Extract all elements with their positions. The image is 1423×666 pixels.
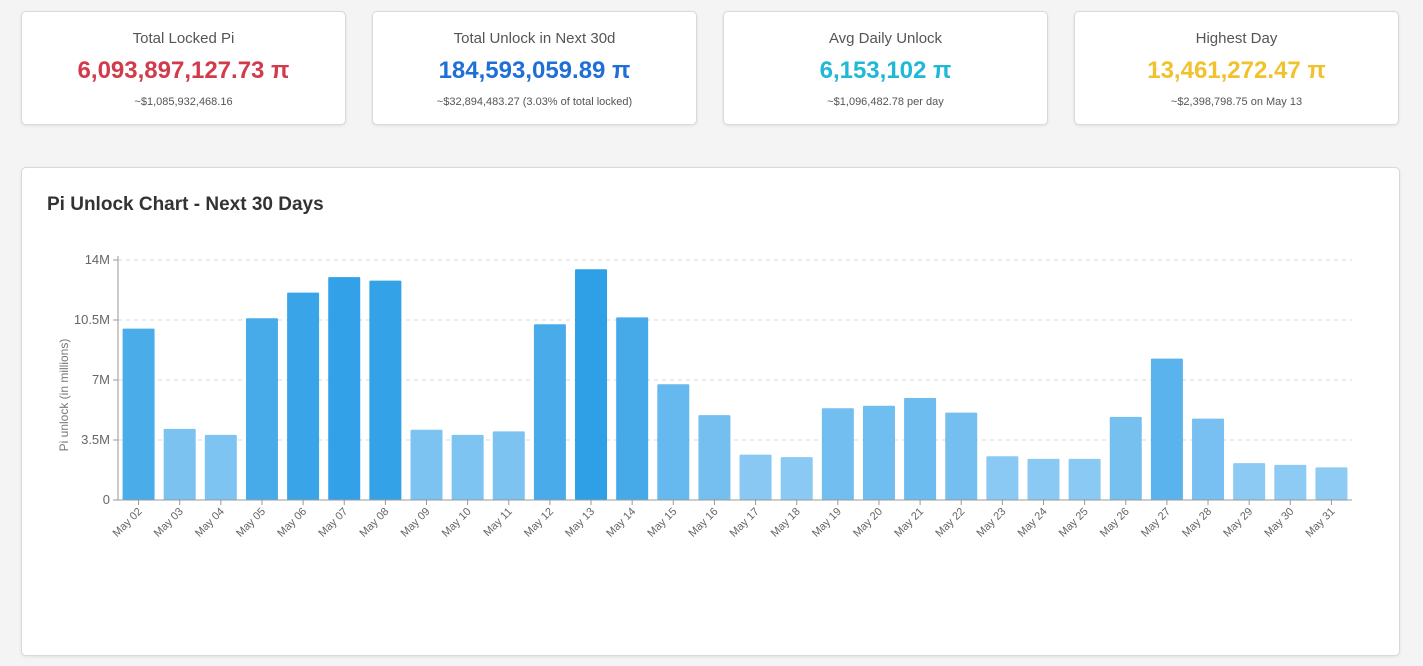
card-total-unlock-30d: Total Unlock in Next 30d 184,593,059.89 … (372, 11, 697, 125)
card-title: Total Unlock in Next 30d (453, 30, 616, 47)
bar-may-17 (739, 454, 772, 500)
x-tick-label: May 24 (1016, 506, 1050, 540)
card-avg-daily-unlock: Avg Daily Unlock 6,153,102 π ~$1,096,482… (723, 11, 1048, 125)
bar-may-04 (204, 434, 237, 500)
card-highest-day: Highest Day 13,461,272.47 π ~$2,398,798.… (1074, 11, 1399, 125)
bar-may-03 (163, 428, 196, 500)
bar-may-27 (1150, 358, 1183, 500)
y-tick-label: 0 (103, 492, 110, 507)
card-subtext: ~$2,398,798.75 on May 13 (1170, 96, 1303, 108)
bar-may-21 (904, 398, 937, 500)
bar-may-05 (245, 318, 278, 500)
bar-may-11 (492, 431, 525, 500)
x-tick-label: May 03 (152, 506, 186, 540)
unlock-bar-chart: 0 3.5M 7M 10.5M 14M Pi unlock (in millions) Ma… (57, 252, 1352, 540)
bar-may-07 (328, 277, 361, 500)
x-tick-label: May 25 (1057, 506, 1091, 540)
bar-may-16 (698, 415, 731, 500)
card-subtext: ~$1,096,482.78 per day (827, 96, 944, 108)
x-tick-label: May 31 (1304, 506, 1338, 540)
x-tick-label: May 26 (1098, 506, 1132, 540)
bar-may-28 (1192, 418, 1225, 500)
x-tick-label: May 29 (1221, 506, 1255, 540)
y-tick-label: 7M (92, 372, 110, 387)
card-value: 184,593,059.89 π (438, 57, 631, 84)
card-subtext: ~$32,894,483.27 (3.03% of total locked) (436, 96, 633, 108)
bar-may-12 (533, 324, 566, 500)
chart-title: Pi Unlock Chart - Next 30 Days (47, 194, 324, 215)
card-value: 13,461,272.47 π (1147, 57, 1326, 84)
x-tick-label: May 14 (604, 506, 638, 540)
card-title: Highest Day (1195, 30, 1278, 47)
bar-may-29 (1233, 463, 1266, 500)
bar-may-09 (410, 429, 443, 500)
x-tick-label: May 17 (728, 506, 762, 540)
x-tick-label: May 19 (810, 506, 844, 540)
y-tick-label: 14M (85, 252, 110, 267)
bar-may-02 (122, 328, 155, 500)
bar-may-10 (451, 434, 484, 500)
card-title: Total Locked Pi (132, 30, 235, 47)
x-tick-label: May 20 (851, 506, 885, 540)
bar-may-25 (1068, 458, 1101, 500)
x-tick-label: May 18 (769, 506, 803, 540)
bar-may-19 (821, 408, 854, 500)
x-tick-label: May 11 (481, 506, 514, 539)
x-tick-label: May 10 (440, 506, 474, 540)
bar-may-13 (575, 269, 608, 500)
x-tick-label: May 28 (1180, 506, 1214, 540)
bar-may-15 (657, 384, 690, 500)
bar-may-20 (862, 405, 895, 500)
y-tick-label: 10.5M (74, 312, 110, 327)
chart-panel: Pi Unlock Chart - Next 30 Days 0 3.5M 7M 10… (21, 167, 1400, 656)
y-tick-label: 3.5M (81, 432, 110, 447)
x-tick-label: May 05 (234, 506, 268, 540)
x-tick-label: May 07 (316, 506, 350, 540)
x-tick-label: May 13 (563, 506, 597, 540)
bar-may-14 (616, 317, 649, 500)
card-total-locked: Total Locked Pi 6,093,897,127.73 π ~$1,0… (21, 11, 346, 125)
summary-cards: Total Locked Pi 6,093,897,127.73 π ~$1,0… (21, 11, 1401, 127)
x-tick-label: May 15 (645, 506, 679, 540)
bar-may-23 (986, 456, 1019, 500)
card-value: 6,093,897,127.73 π (77, 57, 290, 84)
bar-may-22 (945, 412, 978, 500)
bar-may-08 (369, 280, 402, 500)
bar-may-24 (1027, 458, 1060, 500)
bar-may-06 (287, 292, 320, 500)
card-value: 6,153,102 π (819, 57, 952, 84)
x-tick-label: May 09 (399, 506, 433, 540)
x-tick-label: May 30 (1262, 506, 1296, 540)
x-tick-label: May 27 (1139, 506, 1173, 540)
x-tick-label: May 04 (193, 506, 227, 540)
x-tick-label: May 08 (357, 506, 391, 540)
x-tick-label: May 22 (933, 506, 967, 540)
bar-may-30 (1274, 464, 1307, 500)
bar-may-26 (1109, 416, 1142, 500)
card-title: Avg Daily Unlock (828, 30, 943, 47)
y-axis-title: Pi unlock (in millions) (57, 339, 71, 452)
x-tick-label: May 12 (522, 506, 556, 540)
x-tick-label: May 16 (687, 506, 721, 540)
card-subtext: ~$1,085,932,468.16 (134, 96, 233, 108)
x-tick-label: May 23 (974, 506, 1008, 540)
bar-may-18 (780, 457, 813, 500)
x-tick-label: May 06 (275, 506, 309, 540)
x-tick-label: May 21 (892, 506, 926, 540)
x-tick-label: May 02 (111, 506, 145, 540)
bar-may-31 (1315, 467, 1348, 500)
